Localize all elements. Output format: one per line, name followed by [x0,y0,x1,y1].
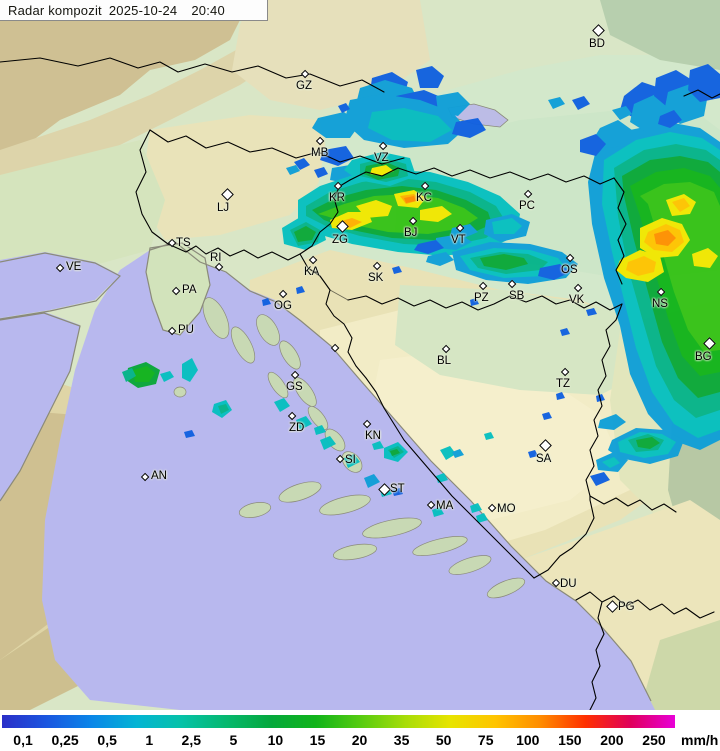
legend-tick-5: 5 [229,732,238,748]
country-borders [0,57,720,710]
legend-tick-14: 200 [600,732,624,748]
legend-tick-6: 10 [267,732,284,748]
legend-tick-11: 75 [477,732,494,748]
terrain-po-plain [0,140,165,290]
legend-unit: mm/h [681,732,719,748]
legend-tick-0: 0,1 [13,732,33,748]
legend-tick-4: 2,5 [181,732,202,748]
time-label: 20:40 [191,2,225,18]
terrain-albania [640,620,720,710]
map-canvas [0,0,720,710]
legend-tick-9: 35 [393,732,410,748]
terrain-slovenia-hills [140,115,330,240]
title-bar: Radar kompozit 2025-10-24 20:40 [0,0,268,21]
legend-tick-8: 20 [351,732,368,748]
radar-map[interactable] [0,0,720,710]
echo-group-balaton [312,66,486,184]
dalmatian-islands [173,297,526,599]
date-label: 2025-10-24 [108,2,178,18]
legend-tick-12: 100 [516,732,540,748]
legend-color-bar [2,715,675,728]
legend-tick-1: 0,25 [51,732,79,748]
legend-tick-3: 1 [145,732,154,748]
legend-tick-15: 250 [642,732,666,748]
echo-group-slavonia [426,242,578,284]
legend-tick-10: 50 [435,732,452,748]
echo-group-slovenia-cells [286,103,350,178]
echo-group-adriatic [122,358,403,496]
terrain-hungary-ne [600,0,720,70]
sea-west-bay [0,312,80,500]
terrain-bosnia-green [395,285,650,395]
radar-echo-layer [122,64,720,523]
legend-tick-7: 15 [309,732,326,748]
echo-group-serbia [580,64,720,450]
echo-group-hungary-ne [548,96,682,128]
product-label: Radar kompozit [8,2,102,18]
echo-group-drina [590,414,684,486]
echo-group-sprinkle [262,266,597,336]
rivers [329,289,349,301]
legend-tick-2: 0,5 [97,732,117,748]
legend-tick-labels: 0,1 0,25 0,5 1 2,5 5 10 15 20 35 50 75 100 150 200 250 m… [0,732,720,751]
legend-tick-13: 150 [558,732,582,748]
venice-lagoon [0,252,120,318]
terrain-alps [0,0,250,175]
legend: 0,1 0,25 0,5 1 2,5 5 10 15 20 35 50 75 100 150 200 250 m… [0,710,720,751]
